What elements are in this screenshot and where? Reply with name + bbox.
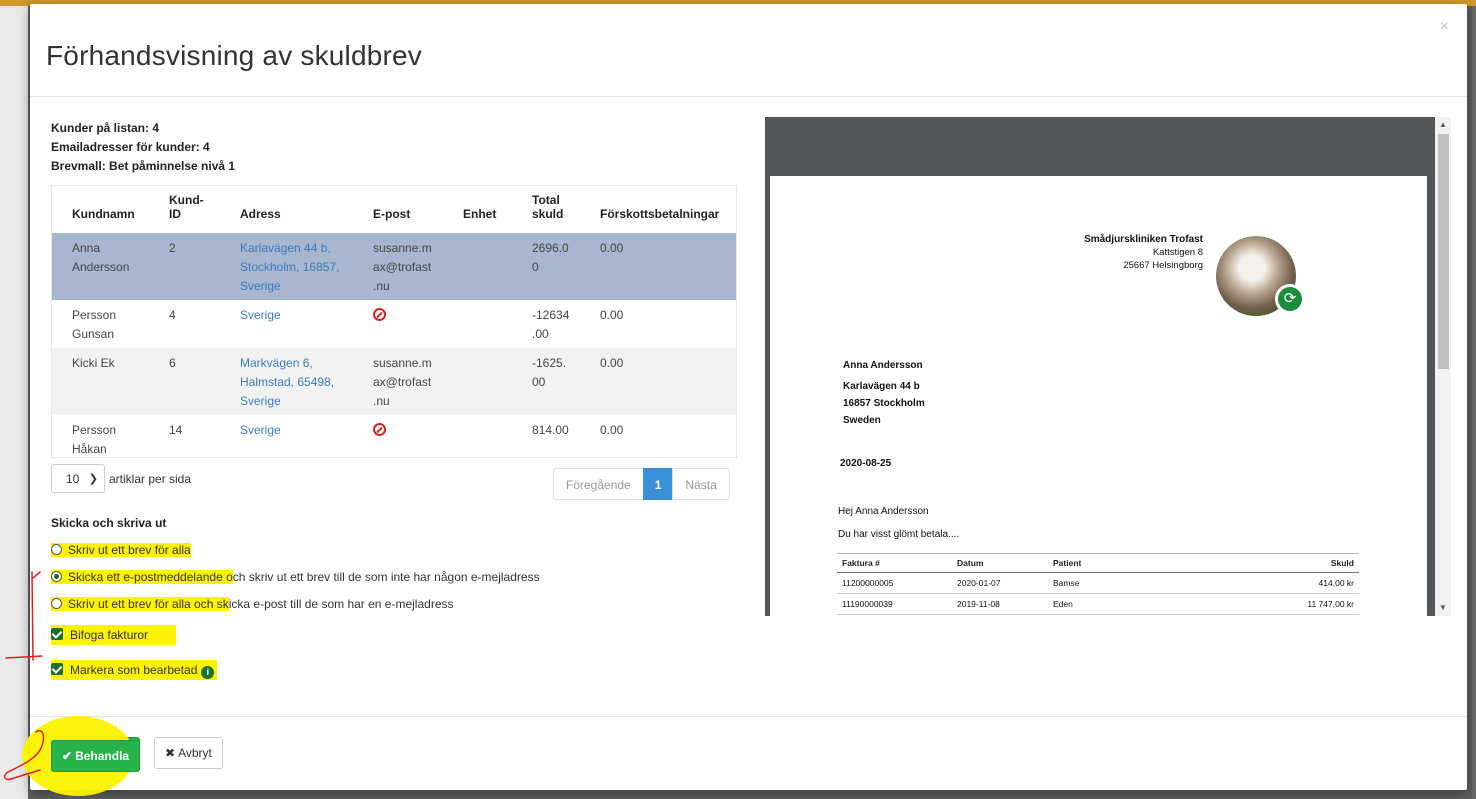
cancel-button[interactable]: ✖ Avbryt: [154, 737, 223, 769]
cell-name: Persson Gunsan: [72, 308, 117, 341]
cell-address-link[interactable]: Sverige: [240, 308, 281, 322]
cell-prepayment: 0.00: [600, 308, 624, 322]
dialog-header: Förhandsvisning av skuldbrev ×: [30, 4, 1467, 97]
cell-name: Anna Andersson: [52, 233, 169, 300]
customer-table: Kundnamn Kund- ID Adress E-post Enhet Tot…: [51, 185, 737, 458]
preview-dialog: Förhandsvisning av skuldbrev × Kunder på…: [30, 4, 1467, 790]
info-icon[interactable]: i: [201, 666, 215, 679]
cell-email: [373, 415, 463, 457]
cell-unit: [463, 233, 532, 300]
radio-email-and-print[interactable]: [51, 571, 62, 582]
option-email-and-print[interactable]: Skicka ett e-postmeddelande och skriv ut…: [51, 570, 540, 584]
cell-id: 6: [169, 348, 240, 415]
process-button-highlighted[interactable]: ✔ Behandla: [51, 740, 141, 772]
next-page-button[interactable]: Nästa: [672, 468, 730, 500]
email-count: Emailadresser för kunder: 4: [51, 140, 210, 154]
page-size-label: artiklar per sida: [109, 471, 192, 486]
letter-preview[interactable]: Smådjurskliniken Trofast Kattstigen 8 25…: [765, 117, 1435, 616]
invoice-table: Faktura # Datum Patient Skuld 1120000000…: [837, 553, 1359, 615]
cell-unit: [463, 348, 532, 415]
cell-address-link[interactable]: Markvägen 6, Halmstad, 65498, Sverige: [240, 348, 373, 415]
cell-debt: -12634.00: [532, 308, 570, 341]
option-mark-processed[interactable]: Markera som bearbetad i: [51, 660, 218, 680]
clinic-address: Smådjurskliniken Trofast Kattstigen 8 25…: [1084, 234, 1203, 271]
table-row[interactable]: Persson Gunsan 4 Sverige -12634.00 0.00: [52, 300, 736, 348]
cell-debt: 2696.0 0: [532, 233, 600, 300]
option-print-all[interactable]: Skriv ut ett brev för alla: [51, 543, 191, 557]
check-icon: ✔: [62, 749, 73, 763]
dialog-footer: ✔Behandla ✖Avbryt: [30, 716, 1467, 791]
letter-greeting: Hej Anna Andersson: [838, 506, 929, 517]
col-header-unit[interactable]: Enhet: [463, 207, 497, 221]
pagination: Föregående 1 Nästa: [553, 468, 730, 500]
invoice-col-date: Datum: [952, 553, 1048, 573]
cell-email: susanne.m ax@trofast .nu: [373, 348, 463, 415]
cell-prepayment: 0.00: [600, 348, 736, 415]
send-section-title: Skicka och skriva ut: [51, 516, 167, 530]
cell-id: 4: [169, 308, 176, 322]
cell-address-link[interactable]: Sverige: [240, 423, 281, 437]
no-email-icon: [373, 308, 386, 321]
table-header-row: Kundnamn Kund- ID Adress E-post Enhet Tot…: [52, 186, 736, 233]
no-email-icon: [373, 423, 386, 436]
scrollbar-thumb[interactable]: [1438, 134, 1449, 369]
cell-email: [373, 300, 463, 348]
table-row[interactable]: Kicki Ek 6 Markvägen 6, Halmstad, 65498, S…: [52, 348, 736, 415]
cell-address-link[interactable]: Karlavägen 44 b, Stockholm, 16857, Sverige: [240, 233, 373, 300]
summary-info: Kunder på listan: 4 Emailadresser för ku…: [51, 119, 235, 176]
col-header-debt[interactable]: Total skuld: [532, 193, 564, 221]
option-print-all-and-email[interactable]: Skriv ut ett brev för alla och skicka e-…: [51, 597, 454, 611]
checkbox-mark-processed[interactable]: [51, 663, 63, 675]
cell-name: Kicki Ek: [52, 348, 169, 415]
page-1-button[interactable]: 1: [642, 468, 674, 500]
cell-prepayment: 0.00: [600, 423, 624, 437]
recipient-address: Anna Andersson Karlavägen 44 b 16857 Sto…: [843, 360, 925, 426]
col-header-email[interactable]: E-post: [373, 207, 411, 221]
background-page-right: [1472, 6, 1476, 799]
table-row[interactable]: Persson Håkan 14 Sverige 814.00 0.00: [52, 415, 736, 457]
scroll-down-icon[interactable]: ▼: [1439, 603, 1447, 612]
letter-template: Brevmall: Bet påminnelse nivå 1: [51, 159, 236, 173]
close-icon[interactable]: ×: [1439, 18, 1449, 35]
cell-id: 2: [169, 233, 240, 300]
background-app-bar: [0, 0, 1476, 6]
col-header-prepayments[interactable]: Förskottsbetalningar: [600, 207, 720, 221]
col-header-id[interactable]: Kund- ID: [169, 193, 204, 221]
col-header-address[interactable]: Adress: [240, 207, 281, 221]
col-header-name[interactable]: Kundnamn: [72, 207, 135, 221]
cell-prepayment: 0.00: [600, 233, 736, 300]
chevron-down-icon: ❯: [88, 473, 98, 485]
letter-message: Du har visst glömt betala....: [838, 529, 960, 540]
option-attach-invoices[interactable]: Bifoga fakturor: [51, 625, 177, 645]
invoice-row: 11190000039 2019-11-08 Eden 11 747,00 kr: [837, 593, 1359, 615]
invoice-col-patient: Patient: [1048, 553, 1174, 573]
prev-page-button[interactable]: Föregående: [553, 468, 644, 500]
preview-scrollbar[interactable]: ▲ ▼: [1435, 117, 1451, 616]
cell-debt: 814.00: [532, 423, 569, 437]
cell-name: Persson Håkan: [72, 423, 117, 456]
annotation-mark-1: [5, 571, 43, 661]
table-row[interactable]: Anna Andersson 2 Karlavägen 44 b, Stockhol…: [52, 233, 736, 300]
page-size-control: 10 ❯ artiklar per sida: [51, 464, 191, 493]
customer-count: Kunder på listan: 4: [51, 121, 160, 135]
cell-id: 14: [169, 423, 183, 437]
invoice-col-amount: Skuld: [1173, 553, 1359, 573]
background-page: [0, 6, 28, 799]
close-icon: ✖: [165, 746, 176, 760]
refresh-icon[interactable]: ⟳: [1275, 284, 1305, 314]
cell-unit: [463, 415, 532, 457]
dialog-title: Förhandsvisning av skuldbrev: [46, 40, 423, 71]
page-size-select[interactable]: 10 ❯: [51, 464, 105, 493]
cell-debt: -1625. 00: [532, 348, 600, 415]
letter-date: 2020-08-25: [840, 458, 892, 469]
scroll-up-icon[interactable]: ▲: [1439, 120, 1447, 129]
radio-print-all[interactable]: [51, 544, 62, 555]
invoice-row: 11200000005 2020-01-07 Bamse 414,00 kr: [837, 572, 1359, 594]
checkbox-attach-invoices[interactable]: [51, 628, 63, 640]
cell-email: susanne.m ax@trofast .nu: [373, 233, 463, 300]
invoice-col-number: Faktura #: [837, 553, 952, 573]
radio-print-all-and-email[interactable]: [51, 598, 62, 609]
letter-page: Smådjurskliniken Trofast Kattstigen 8 25…: [770, 176, 1427, 616]
cell-unit: [463, 300, 532, 348]
